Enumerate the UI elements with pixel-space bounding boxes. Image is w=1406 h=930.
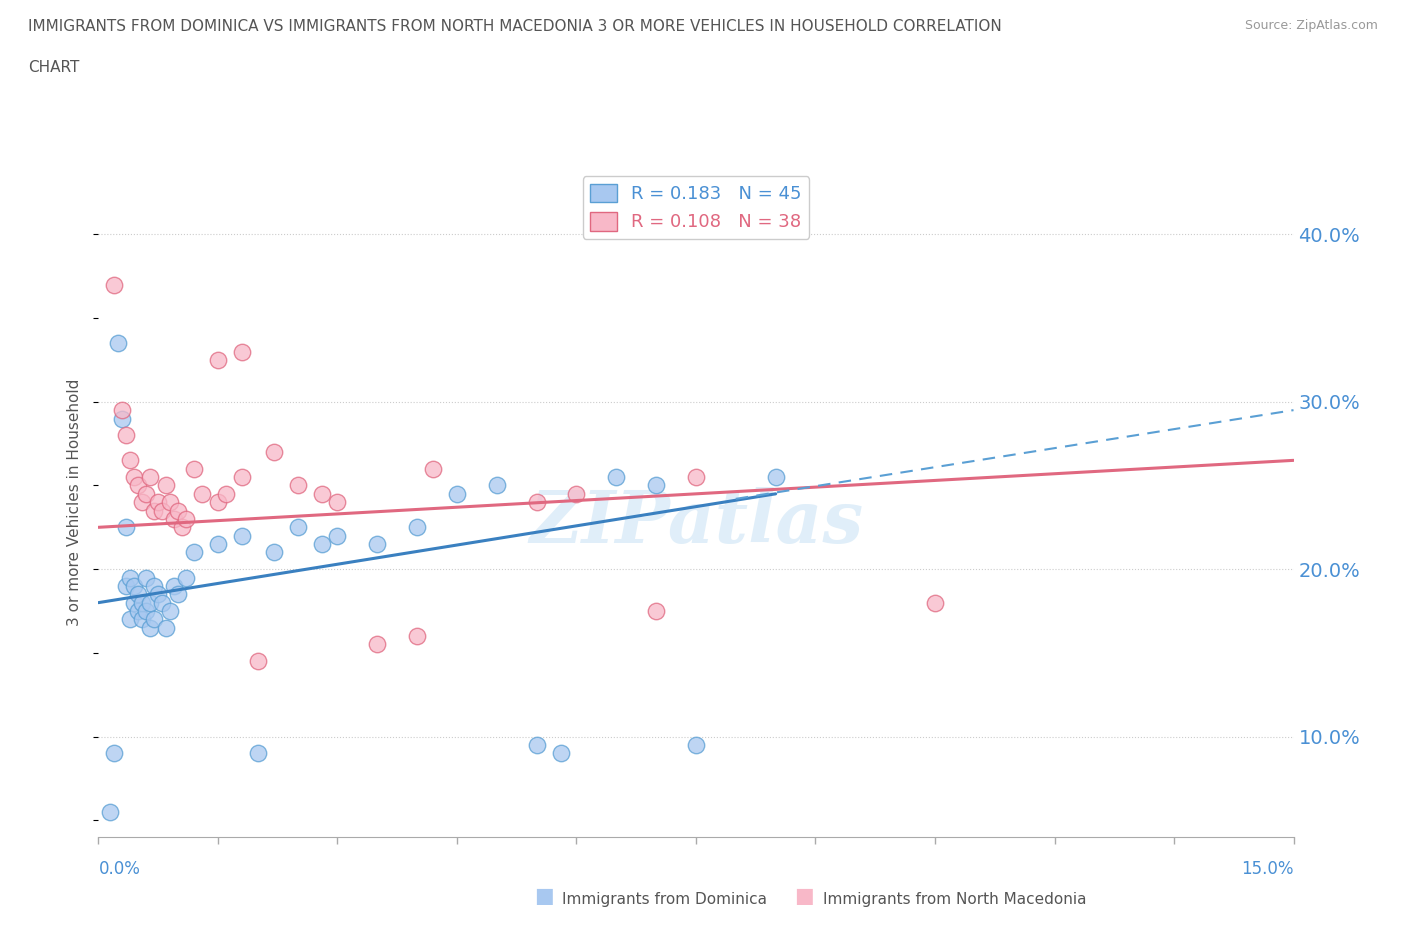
Point <box>167 503 190 518</box>
Text: Immigrants from Dominica: Immigrants from Dominica <box>562 892 768 907</box>
Point <box>148 587 170 602</box>
Point <box>124 470 146 485</box>
Point <box>135 570 157 585</box>
Point <box>685 737 707 752</box>
Point <box>207 537 229 551</box>
Y-axis label: 3 or more Vehicles in Household: 3 or more Vehicles in Household <box>67 379 83 626</box>
Point <box>645 478 668 493</box>
Point <box>215 486 238 501</box>
Point <box>155 478 177 493</box>
Text: ■: ■ <box>534 886 554 906</box>
Point <box>159 604 181 618</box>
Point <box>150 595 173 610</box>
Point <box>143 503 166 518</box>
Point <box>311 486 333 501</box>
Point <box>924 595 946 610</box>
Point <box>231 528 253 543</box>
Point <box>111 403 134 418</box>
Point <box>139 595 162 610</box>
Point <box>103 277 125 292</box>
Point <box>163 512 186 526</box>
Point <box>127 587 149 602</box>
Point <box>685 470 707 485</box>
Point <box>550 746 572 761</box>
Point <box>131 495 153 510</box>
Point <box>207 352 229 367</box>
Text: 15.0%: 15.0% <box>1241 860 1294 878</box>
Point <box>422 461 444 476</box>
Text: ZIPatlas: ZIPatlas <box>529 486 863 558</box>
Point <box>446 486 468 501</box>
Point <box>526 737 548 752</box>
Point <box>120 570 142 585</box>
Point <box>765 470 787 485</box>
Point <box>98 804 122 819</box>
Point <box>326 528 349 543</box>
Point <box>231 344 253 359</box>
Point <box>115 578 138 593</box>
Point <box>115 428 138 443</box>
Point <box>150 503 173 518</box>
Point <box>103 746 125 761</box>
Point <box>605 470 627 485</box>
Point <box>645 604 668 618</box>
Point <box>163 578 186 593</box>
Point <box>183 545 205 560</box>
Point <box>287 520 309 535</box>
Point <box>207 495 229 510</box>
Legend: R = 0.183   N = 45, R = 0.108   N = 38: R = 0.183 N = 45, R = 0.108 N = 38 <box>582 177 810 239</box>
Point <box>485 478 508 493</box>
Point <box>565 486 588 501</box>
Point <box>124 578 146 593</box>
Point <box>246 746 269 761</box>
Point <box>311 537 333 551</box>
Point <box>107 336 129 351</box>
Text: 0.0%: 0.0% <box>98 860 141 878</box>
Point <box>287 478 309 493</box>
Point <box>131 595 153 610</box>
Point <box>174 512 197 526</box>
Text: Source: ZipAtlas.com: Source: ZipAtlas.com <box>1244 19 1378 32</box>
Point <box>191 486 214 501</box>
Point <box>526 495 548 510</box>
Point <box>135 604 157 618</box>
Text: CHART: CHART <box>28 60 80 75</box>
Point <box>167 587 190 602</box>
Point <box>406 629 429 644</box>
Text: Immigrants from North Macedonia: Immigrants from North Macedonia <box>823 892 1085 907</box>
Point <box>139 620 162 635</box>
Point <box>159 495 181 510</box>
Point <box>127 478 149 493</box>
Point <box>246 654 269 669</box>
Text: ■: ■ <box>794 886 814 906</box>
Point <box>120 612 142 627</box>
Text: IMMIGRANTS FROM DOMINICA VS IMMIGRANTS FROM NORTH MACEDONIA 3 OR MORE VEHICLES I: IMMIGRANTS FROM DOMINICA VS IMMIGRANTS F… <box>28 19 1002 33</box>
Point <box>174 570 197 585</box>
Point <box>366 537 388 551</box>
Point <box>120 453 142 468</box>
Point <box>131 612 153 627</box>
Point <box>143 578 166 593</box>
Point <box>263 445 285 459</box>
Point <box>263 545 285 560</box>
Point <box>124 595 146 610</box>
Point <box>115 520 138 535</box>
Point <box>139 470 162 485</box>
Point <box>231 470 253 485</box>
Point <box>366 637 388 652</box>
Point <box>326 495 349 510</box>
Point <box>406 520 429 535</box>
Point <box>111 411 134 426</box>
Point <box>143 612 166 627</box>
Point <box>183 461 205 476</box>
Point <box>135 486 157 501</box>
Point <box>127 604 149 618</box>
Point <box>155 620 177 635</box>
Point <box>148 495 170 510</box>
Point <box>172 520 194 535</box>
